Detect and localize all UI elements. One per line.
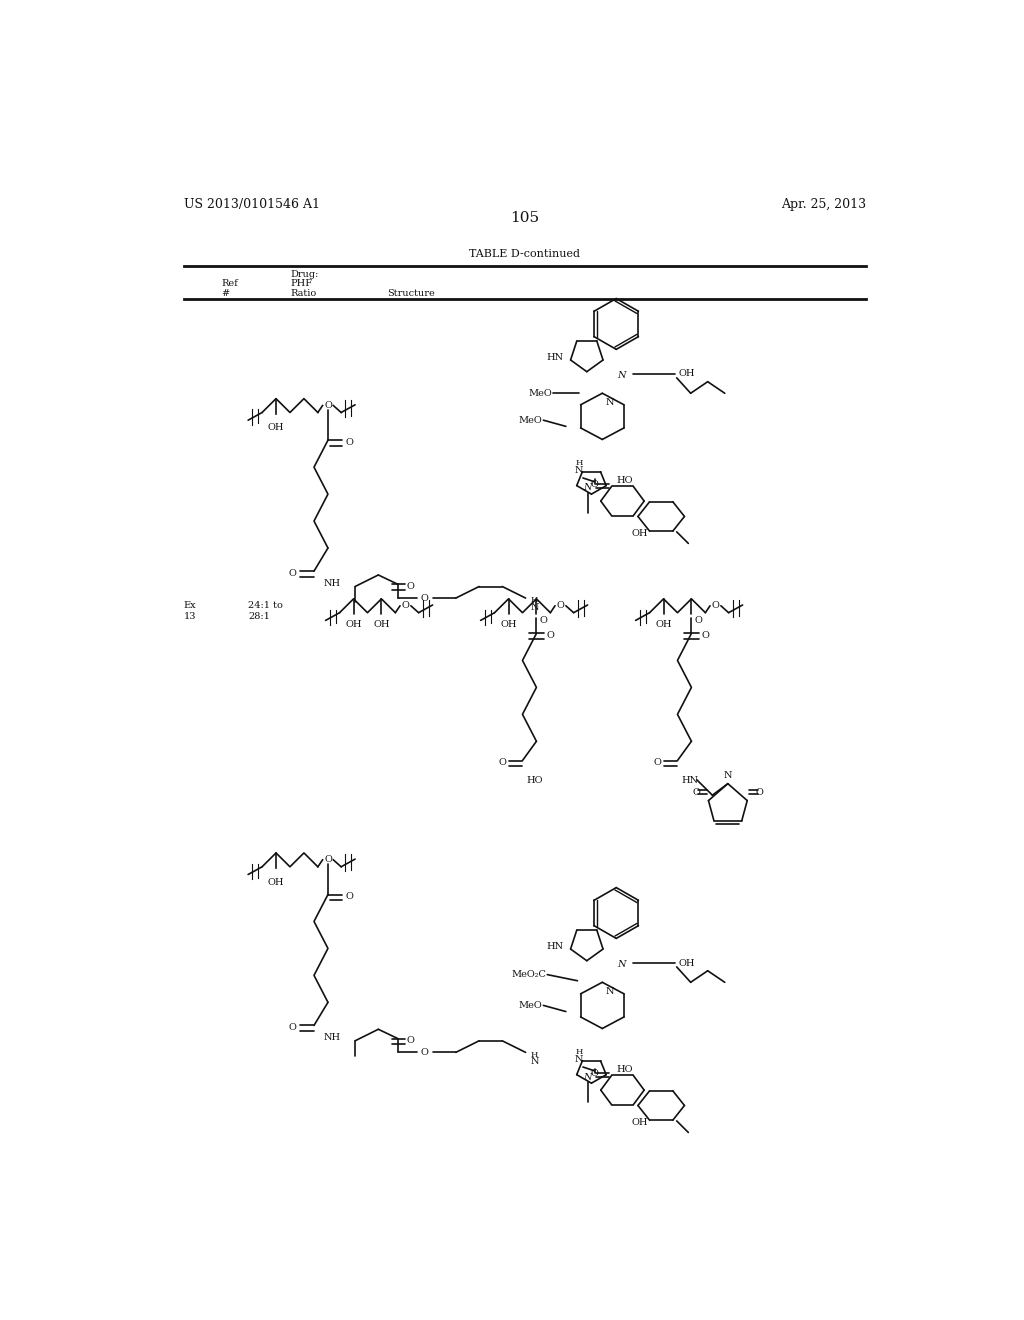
Text: MeO₂C: MeO₂C (512, 970, 547, 979)
Text: MeO: MeO (519, 1001, 543, 1010)
Text: Ex: Ex (183, 601, 197, 610)
Text: N: N (606, 987, 614, 997)
Text: O: O (324, 855, 332, 865)
Text: N: N (574, 1055, 584, 1064)
Text: Drug:: Drug: (291, 271, 319, 279)
Text: 24:1 to: 24:1 to (248, 601, 283, 610)
Text: H: H (575, 458, 583, 466)
Text: NH: NH (324, 1034, 340, 1041)
Text: N: N (531, 1057, 540, 1067)
Text: Apr. 25, 2013: Apr. 25, 2013 (780, 198, 866, 211)
Text: Ref: Ref (221, 280, 238, 288)
Text: O: O (591, 1069, 598, 1077)
Text: OH: OH (373, 620, 390, 630)
Text: OH: OH (678, 370, 694, 379)
Text: O: O (289, 1023, 296, 1032)
Text: OH: OH (267, 424, 285, 432)
Text: US 2013/0101546 A1: US 2013/0101546 A1 (183, 198, 319, 211)
Text: OH: OH (678, 958, 694, 968)
Text: O: O (556, 602, 564, 610)
Text: O: O (324, 401, 332, 411)
Text: O: O (289, 569, 296, 578)
Text: Structure: Structure (388, 289, 435, 297)
Text: OH: OH (501, 620, 517, 630)
Text: H: H (531, 597, 539, 605)
Text: N: N (724, 771, 732, 780)
Text: N: N (617, 371, 626, 380)
Text: N: N (531, 603, 540, 611)
Text: Ratio: Ratio (291, 289, 317, 297)
Text: HN: HN (681, 776, 698, 785)
Text: PHF: PHF (291, 280, 313, 288)
Text: HN: HN (547, 941, 563, 950)
Text: 28:1: 28:1 (248, 612, 270, 620)
Text: O: O (421, 594, 429, 602)
Text: HO: HO (616, 475, 633, 484)
Text: TABLE D-continued: TABLE D-continued (469, 249, 581, 259)
Text: H: H (531, 1051, 539, 1059)
Text: O: O (421, 1048, 429, 1057)
Text: H: H (575, 1048, 583, 1056)
Text: OH: OH (655, 620, 672, 630)
Text: OH: OH (632, 1118, 648, 1127)
Text: N: N (584, 1073, 592, 1081)
Text: O: O (712, 602, 720, 610)
Text: HO: HO (526, 776, 543, 785)
Text: OH: OH (632, 529, 648, 537)
Text: OH: OH (345, 620, 361, 630)
Text: O: O (547, 631, 554, 640)
Text: N: N (574, 466, 584, 475)
Text: O: O (499, 759, 506, 767)
Text: O: O (591, 479, 598, 488)
Text: HN: HN (547, 352, 563, 362)
Text: 105: 105 (510, 211, 540, 224)
Text: O: O (401, 602, 410, 610)
Text: NH: NH (324, 578, 340, 587)
Text: HO: HO (616, 1065, 633, 1073)
Text: OH: OH (267, 878, 285, 887)
Text: O: O (407, 582, 415, 591)
Text: #: # (221, 289, 229, 297)
Text: O: O (653, 759, 662, 767)
Text: O: O (701, 631, 710, 640)
Text: N: N (584, 483, 592, 492)
Text: N: N (617, 960, 626, 969)
Text: O: O (756, 788, 764, 797)
Text: 13: 13 (183, 612, 197, 620)
Text: O: O (407, 1036, 415, 1045)
Text: MeO: MeO (519, 416, 543, 425)
Text: O: O (346, 438, 353, 447)
Text: N: N (606, 399, 614, 407)
Text: MeO: MeO (529, 389, 553, 397)
Text: O: O (346, 892, 353, 902)
Text: O: O (694, 615, 702, 624)
Text: O: O (692, 788, 700, 797)
Text: O: O (540, 615, 548, 624)
